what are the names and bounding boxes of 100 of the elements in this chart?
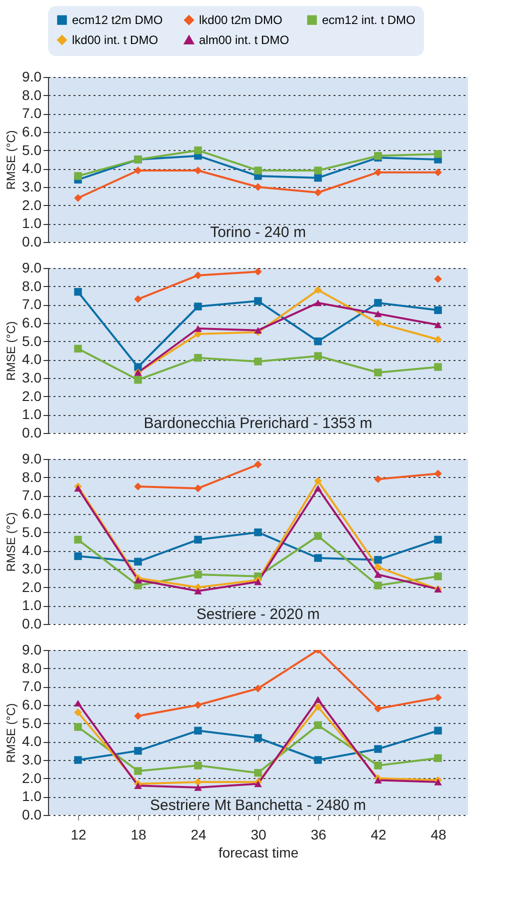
point xyxy=(434,336,442,344)
point xyxy=(314,299,322,306)
y-tick-label: 0.0 xyxy=(22,234,42,250)
point xyxy=(134,363,142,371)
legend-label: lkd00 int. t DMO xyxy=(72,33,158,47)
point xyxy=(134,166,142,174)
y-tick-label: 7.0 xyxy=(22,296,42,312)
point xyxy=(314,352,322,360)
y-tick-label: 4.0 xyxy=(22,542,42,558)
point xyxy=(74,344,82,353)
point xyxy=(194,784,202,791)
point xyxy=(134,295,142,304)
point xyxy=(374,475,382,484)
point xyxy=(374,368,382,376)
y-tick-label: 5.0 xyxy=(22,714,42,731)
point xyxy=(74,723,82,731)
y-tick-label: 4.0 xyxy=(22,351,42,368)
y-tick-label: 0.0 xyxy=(22,424,42,440)
y-tick-label: 0.0 xyxy=(22,616,42,632)
point xyxy=(194,354,202,362)
legend-label: ecm12 t2m DMO xyxy=(72,13,163,28)
point xyxy=(314,484,322,492)
point xyxy=(194,325,202,332)
y-tick-label: 0.0 xyxy=(22,806,42,822)
y-tick-label: 7.0 xyxy=(22,678,42,694)
point xyxy=(194,484,202,492)
x-tick-label: 24 xyxy=(190,826,206,842)
y-tick-label: 3.0 xyxy=(22,370,42,386)
point xyxy=(254,768,262,777)
point xyxy=(434,306,442,314)
y-tick-label: 8.0 xyxy=(22,278,42,294)
y-tick-label: 3.0 xyxy=(22,178,42,194)
y-axis-title: RMSE (°C) xyxy=(4,130,18,190)
point xyxy=(374,745,382,753)
point xyxy=(314,174,322,182)
y-tick-label: 3.0 xyxy=(22,560,42,576)
point xyxy=(74,172,82,180)
point xyxy=(314,696,322,703)
point xyxy=(254,183,262,191)
y-tick-label: 2.0 xyxy=(22,578,42,595)
point xyxy=(74,288,82,296)
y-tick-label: 2.0 xyxy=(22,770,42,786)
point xyxy=(194,570,202,578)
point xyxy=(254,358,262,366)
point xyxy=(314,756,322,764)
y-tick-label: 2.0 xyxy=(22,388,42,404)
point xyxy=(374,563,382,572)
point xyxy=(134,558,142,566)
point xyxy=(374,571,382,578)
point xyxy=(254,460,262,468)
point xyxy=(374,298,382,307)
y-axis-title: RMSE (°C) xyxy=(4,321,18,381)
y-tick-label: 7.0 xyxy=(22,487,42,504)
y-tick-label: 4.0 xyxy=(22,733,42,750)
point xyxy=(134,782,142,790)
point xyxy=(134,767,142,775)
point xyxy=(434,572,442,580)
point xyxy=(254,297,262,305)
point xyxy=(434,470,442,478)
point xyxy=(74,194,82,202)
point xyxy=(194,536,202,544)
point xyxy=(314,532,322,540)
point xyxy=(194,726,202,735)
y-tick-label: 1.0 xyxy=(22,788,42,804)
y-tick-label: 9.0 xyxy=(22,68,42,84)
y-tick-label: 7.0 xyxy=(22,105,42,122)
point xyxy=(314,554,322,562)
y-axis-title: RMSE (°C) xyxy=(4,703,18,763)
legend-label: alm00 int. t DMO xyxy=(199,33,290,47)
point xyxy=(194,271,202,280)
annotation: Sestriere - 2020 m xyxy=(196,606,320,623)
point xyxy=(434,778,442,786)
point xyxy=(374,762,382,770)
point xyxy=(254,268,262,276)
y-tick-label: 1.0 xyxy=(22,406,42,422)
y-tick-label: 9.0 xyxy=(22,260,42,276)
point xyxy=(134,576,142,584)
point xyxy=(314,286,322,294)
point xyxy=(74,536,82,544)
y-tick-label: 9.0 xyxy=(22,642,42,658)
point xyxy=(434,363,442,371)
y-tick-label: 4.0 xyxy=(22,160,42,176)
point xyxy=(254,326,262,334)
y-tick-label: 8.0 xyxy=(22,660,42,676)
point xyxy=(374,704,382,713)
point xyxy=(434,275,442,283)
x-axis-title: forecast time xyxy=(218,844,299,860)
point xyxy=(434,150,442,158)
point xyxy=(374,319,382,327)
point xyxy=(254,166,262,174)
point xyxy=(254,734,262,742)
y-axis-title: RMSE (°C) xyxy=(4,512,18,572)
point xyxy=(134,746,142,755)
y-tick-label: 8.0 xyxy=(22,468,42,485)
point xyxy=(374,582,382,590)
point xyxy=(314,166,322,174)
point xyxy=(434,754,442,762)
point xyxy=(434,726,442,735)
point xyxy=(194,302,202,310)
point xyxy=(374,168,382,176)
